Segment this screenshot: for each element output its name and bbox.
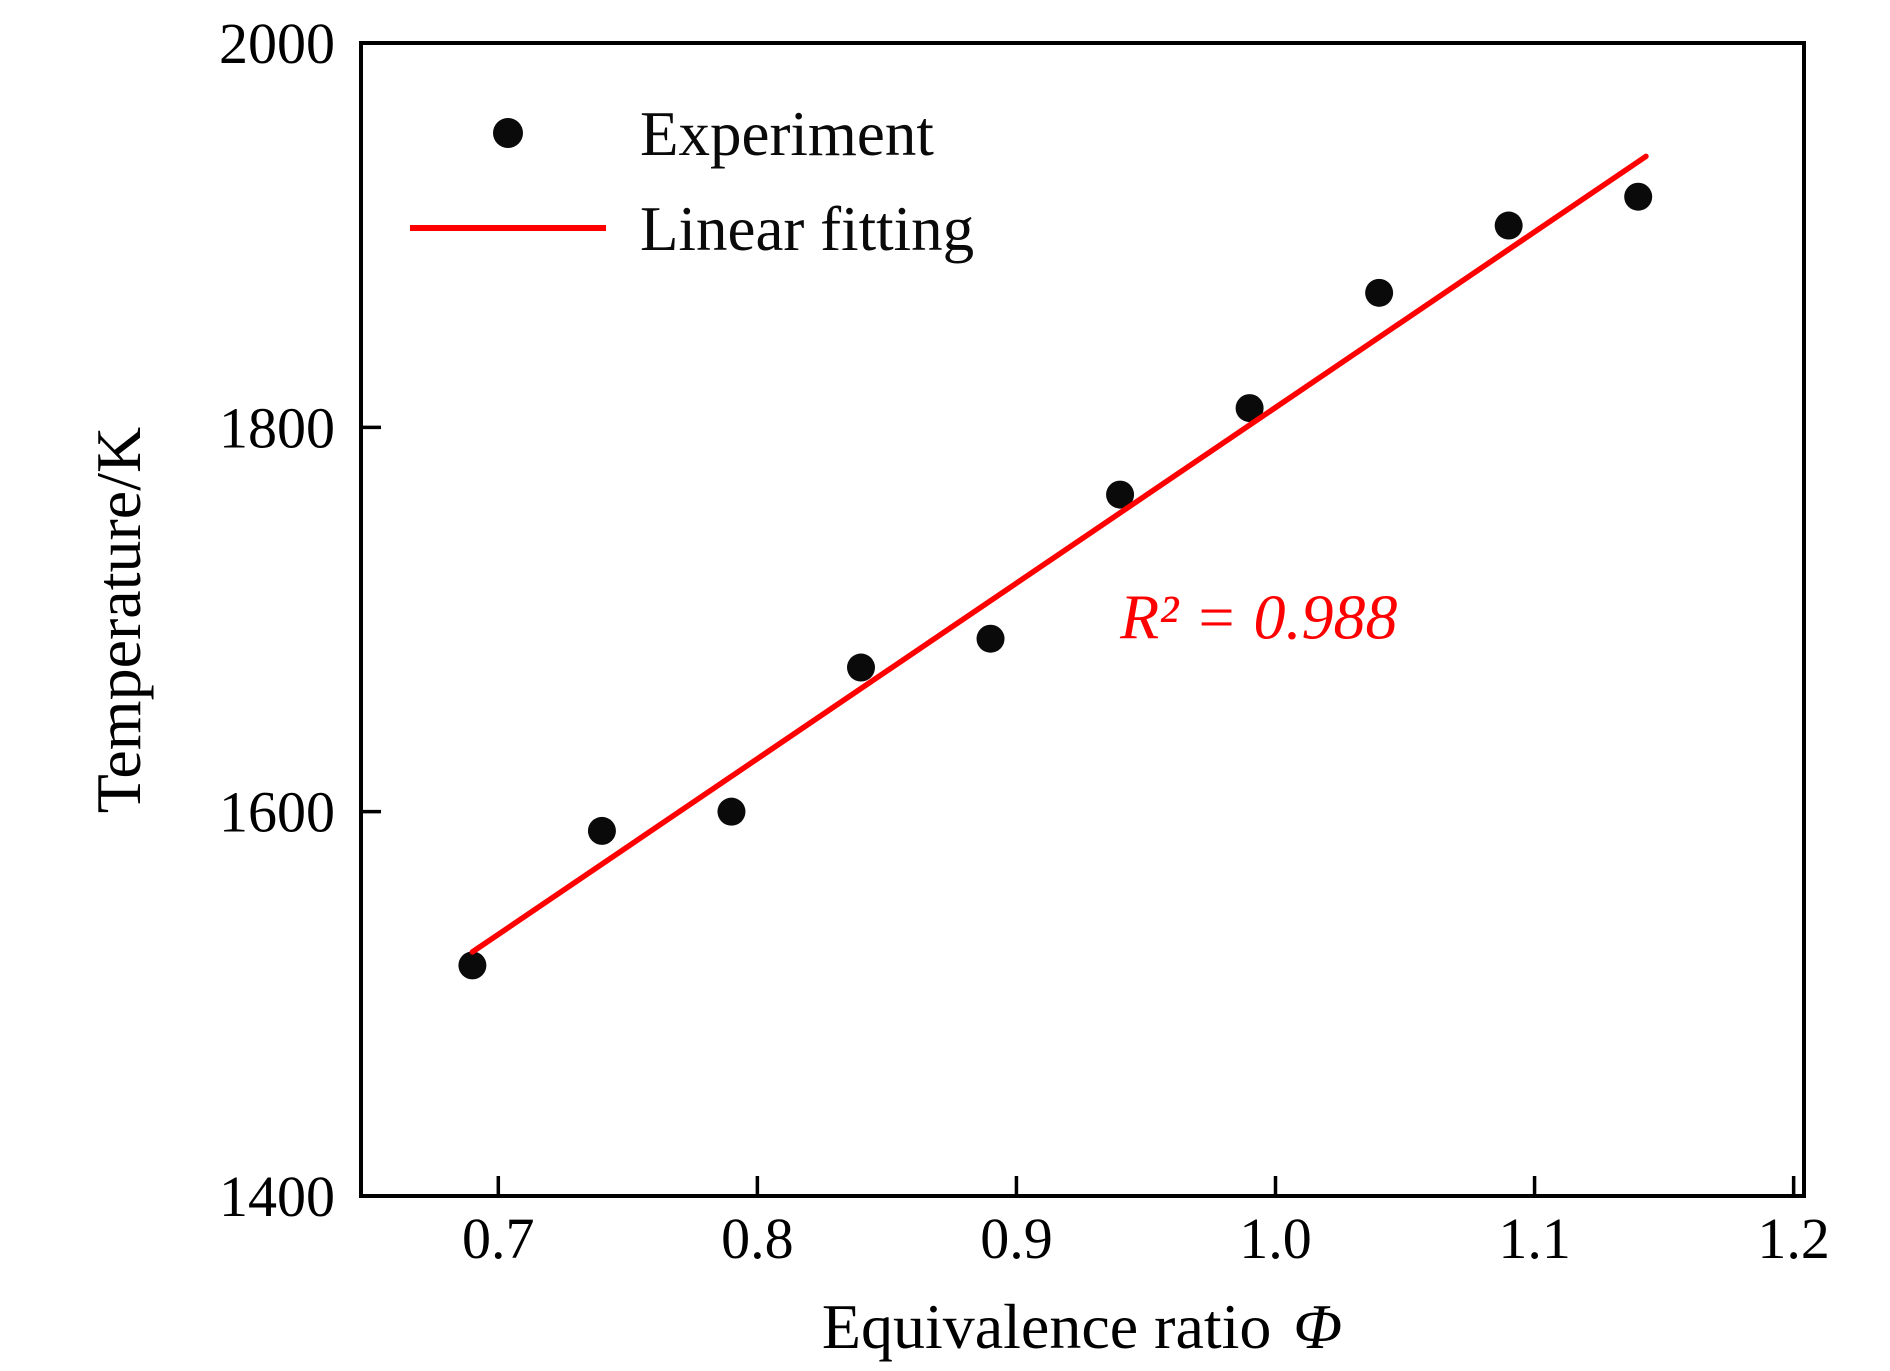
axes-layer: 0.7 0.8 0.9 1.0 1.1 1.2 1400 1600 1800 2000: [219, 11, 1830, 1271]
phi-symbol: Φ: [1293, 1291, 1342, 1362]
data-point: [587, 816, 616, 845]
data-point: [1106, 480, 1135, 509]
data-point: [1494, 211, 1523, 240]
legend-label-linear-fitting: Linear fitting: [640, 194, 974, 264]
y-axis-label: Temperature/K: [83, 427, 154, 813]
data-point: [1624, 182, 1653, 211]
legend: Experiment Linear fitting: [410, 99, 974, 264]
fit-line: [469, 153, 1649, 955]
data-point: [846, 653, 875, 682]
x-tick-label: 0.9: [980, 1206, 1053, 1271]
x-axis-label: Equivalence ratio Φ: [822, 1291, 1342, 1362]
data-point: [976, 624, 1005, 653]
r-squared-annotation: R² = 0.988: [1119, 582, 1397, 653]
x-tick-label: 1.0: [1239, 1206, 1312, 1271]
y-tick-label: 2000: [219, 11, 335, 76]
data-point: [717, 797, 746, 826]
data-point: [1235, 394, 1264, 423]
data-point: [458, 951, 487, 980]
x-tick-label: 0.8: [721, 1206, 794, 1271]
x-tick-label: 1.2: [1757, 1206, 1830, 1271]
data-point: [1365, 278, 1394, 307]
legend-label-experiment: Experiment: [640, 99, 934, 169]
y-tick-label: 1400: [219, 1164, 335, 1229]
series-layer: [458, 153, 1653, 980]
plot-border: [359, 41, 1806, 1198]
y-tick-label: 1600: [219, 780, 335, 845]
legend-marker-experiment: [493, 118, 523, 148]
x-axis-label-text: Equivalence ratio: [822, 1291, 1288, 1362]
y-tick-label: 1800: [219, 395, 335, 460]
x-tick-label: 1.1: [1498, 1206, 1571, 1271]
x-tick-label: 0.7: [462, 1206, 535, 1271]
